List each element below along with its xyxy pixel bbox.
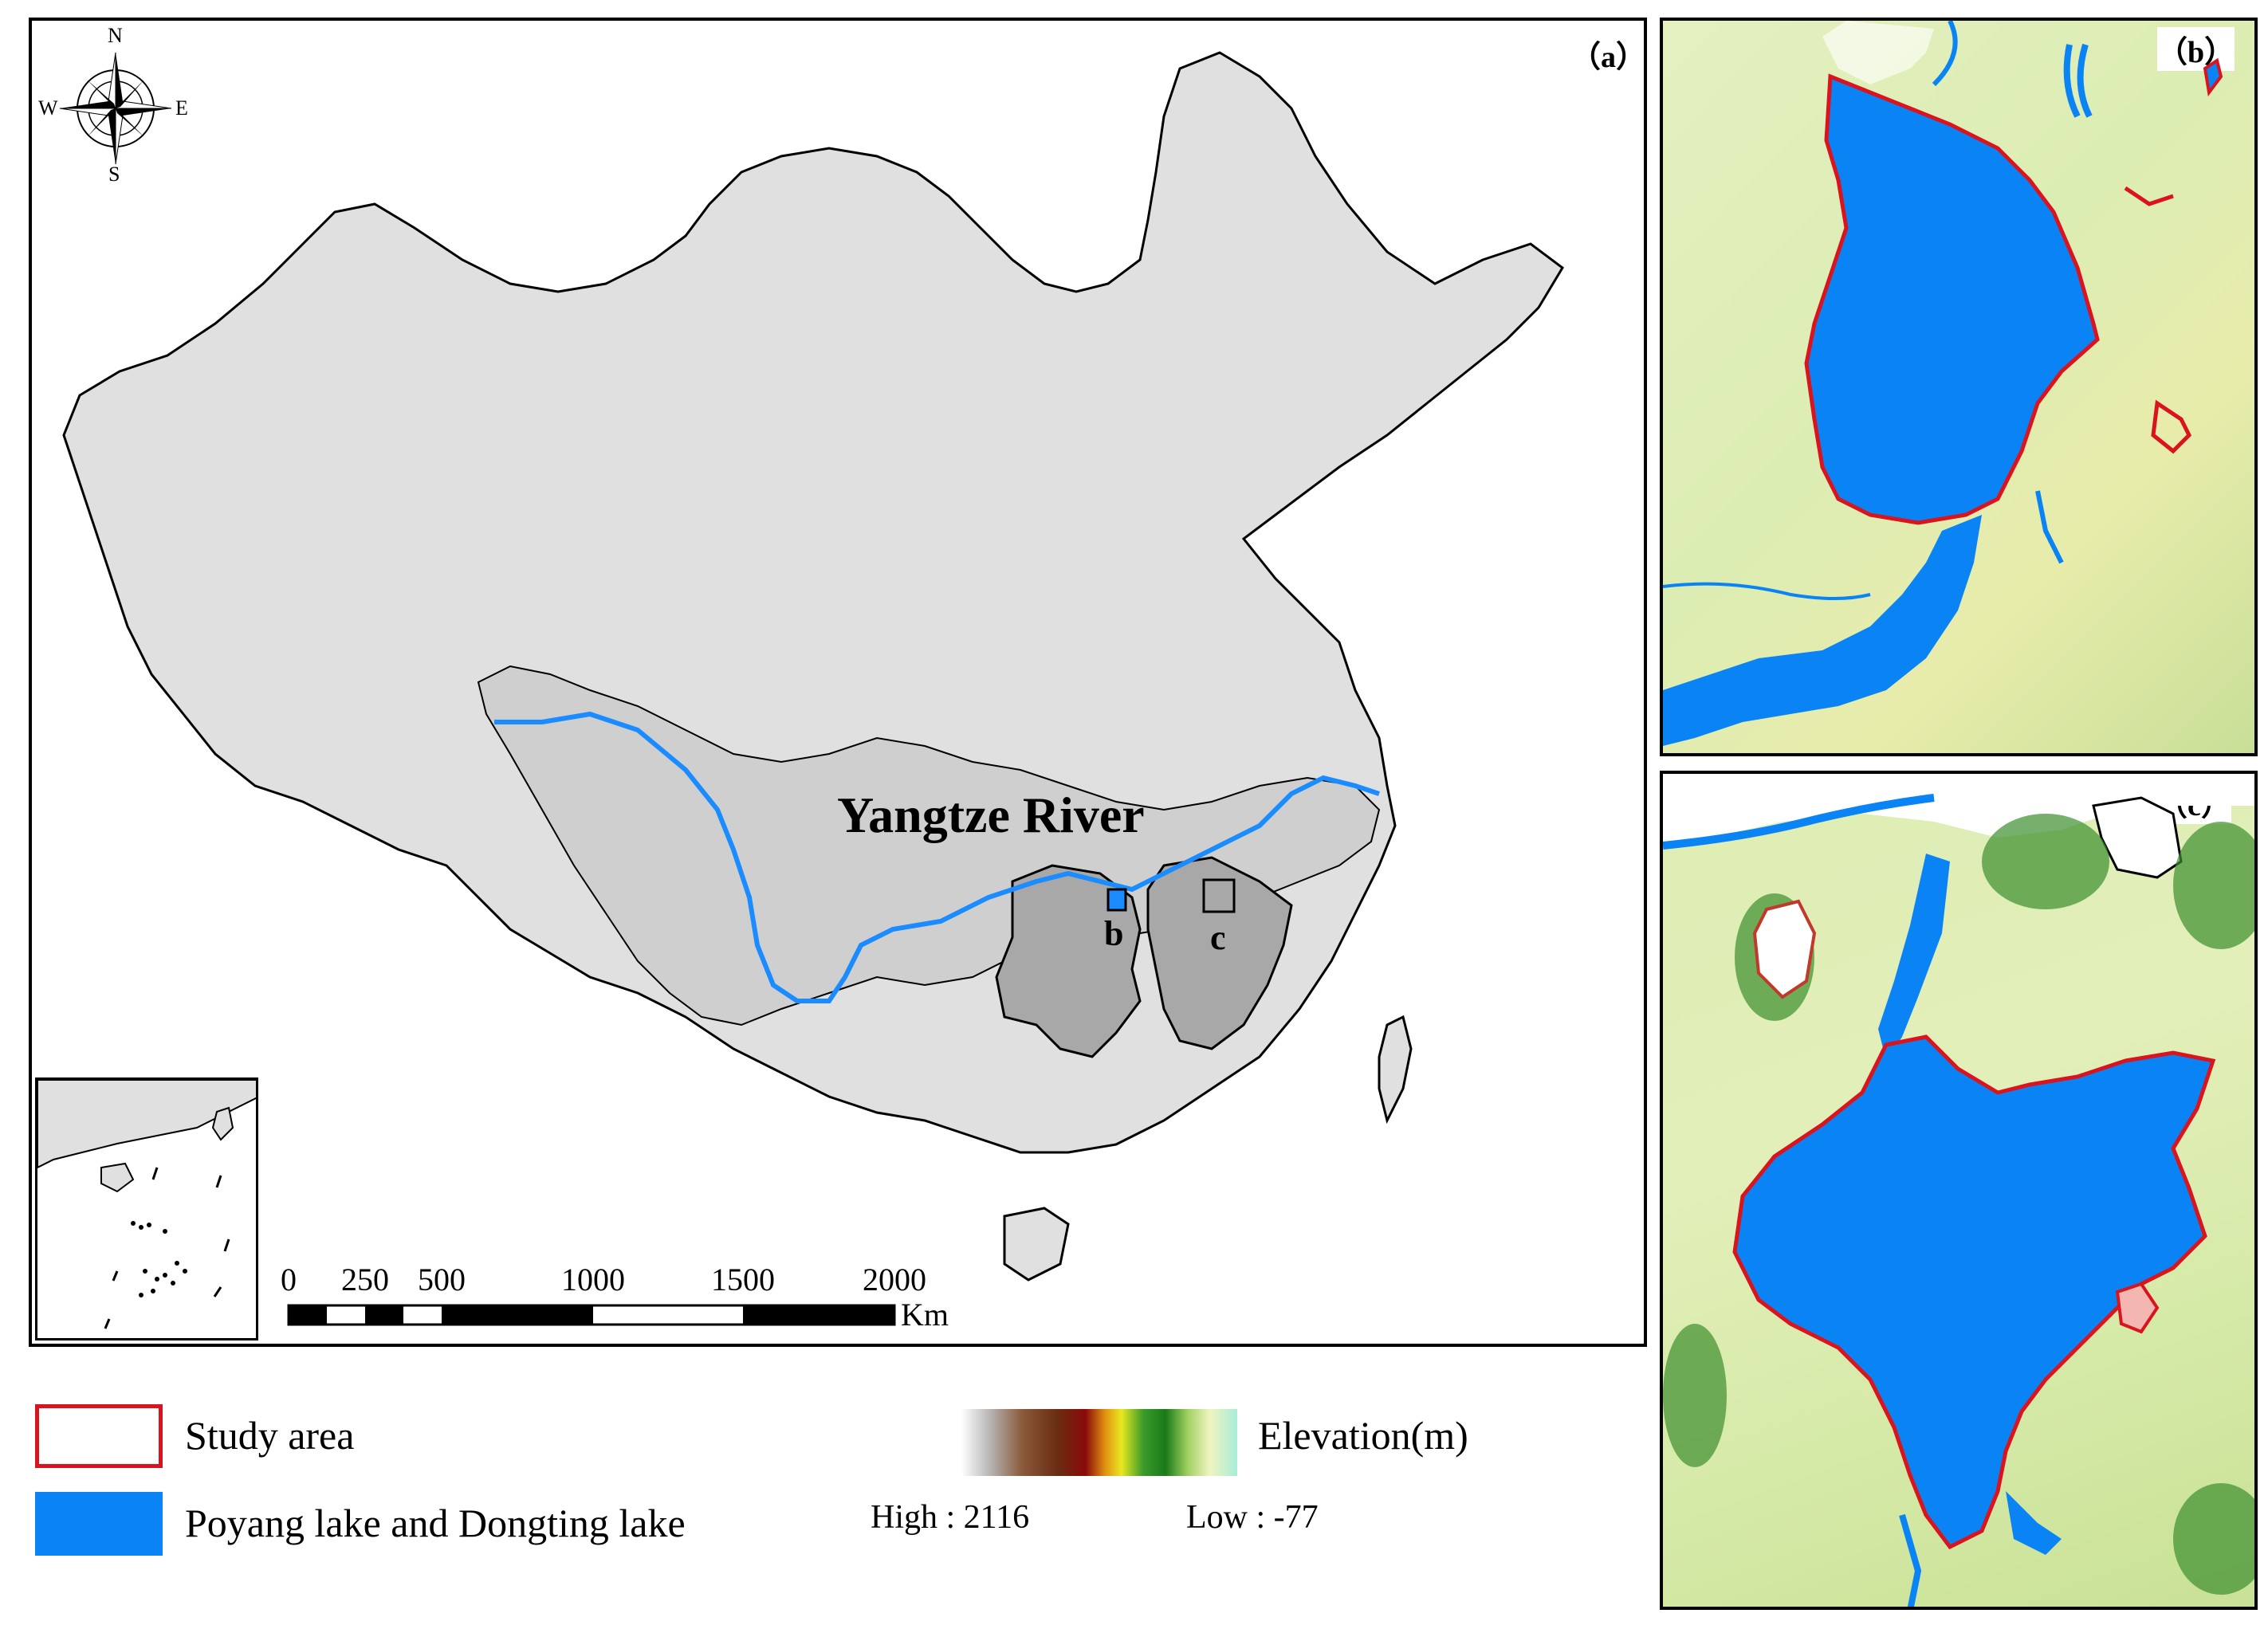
dongting-lake-panel: （b） [1660, 18, 2258, 756]
yangtze-river [494, 711, 1380, 1003]
poyang-lake-map [1663, 774, 2254, 1607]
hunan-province [995, 864, 1142, 1058]
south-china-sea-inset [35, 1077, 258, 1340]
lakes-legend-label: Poyang lake and Dongting lake [185, 1501, 686, 1545]
poyang-lake-panel: （c） [1660, 771, 2258, 1610]
box-b-label: b [1104, 914, 1124, 953]
panel-label-a: （a） [1570, 41, 1647, 74]
elevation-color-ramp [961, 1409, 1237, 1476]
china-map [59, 51, 1564, 1326]
jiangxi-province [1146, 856, 1293, 1050]
main-map-panel: （a） [29, 18, 1647, 1347]
scale-tick-500: 500 [418, 1262, 466, 1297]
box-c [1202, 878, 1236, 913]
compass-west: W [38, 96, 58, 120]
scale-bar [287, 1304, 896, 1326]
study-area-swatch [35, 1404, 163, 1468]
yangtze-river-label: Yangtze River [837, 787, 1145, 843]
poyang-lake-shape [1732, 1034, 2216, 1550]
scale-unit: Km [901, 1297, 949, 1333]
scale-tick-1500: 1500 [711, 1262, 775, 1297]
study-area-legend-label: Study area [185, 1413, 355, 1458]
box-b [1106, 888, 1127, 912]
yangtze-basin [477, 665, 1381, 1026]
compass-rose [59, 52, 172, 165]
hainan-island [1003, 1207, 1070, 1282]
taiwan-island [1378, 1015, 1413, 1125]
scale-tick-0: 0 [281, 1262, 297, 1297]
elevation-legend-title: Elevation(m) [1258, 1413, 1468, 1458]
box-c-label: c [1210, 918, 1226, 957]
lakes-swatch [35, 1492, 163, 1556]
dongting-lake-map [1663, 21, 2223, 746]
scale-tick-250: 250 [341, 1262, 389, 1297]
scale-tick-1000: 1000 [561, 1262, 625, 1297]
compass-east: E [175, 96, 188, 120]
compass-south: S [108, 163, 120, 186]
elevation-high-label: High : 2116 [871, 1499, 1030, 1536]
compass-north: N [108, 24, 123, 47]
dongting-lake-shape [1804, 73, 2100, 525]
scale-tick-2000: 2000 [863, 1262, 926, 1297]
elevation-low-label: Low : -77 [1186, 1499, 1319, 1536]
panel-label-b: （b） [2157, 27, 2235, 71]
